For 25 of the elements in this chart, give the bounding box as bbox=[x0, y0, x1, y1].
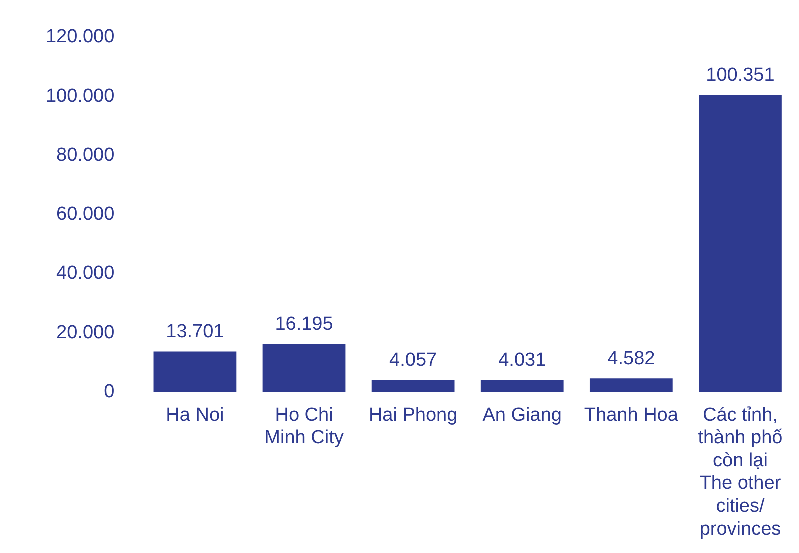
bar bbox=[699, 95, 782, 392]
data-label: 4.057 bbox=[390, 350, 438, 371]
y-tick-label: 0 bbox=[104, 381, 115, 402]
data-label: 100.351 bbox=[706, 65, 775, 86]
y-tick-label: 120.000 bbox=[46, 26, 115, 48]
x-tick-label: An Giang bbox=[482, 404, 562, 426]
bar bbox=[590, 378, 673, 392]
x-tick-label: Thanh Hoa bbox=[584, 404, 679, 426]
bar bbox=[154, 352, 237, 392]
data-label: 4.582 bbox=[608, 348, 656, 370]
y-tick-label: 20.000 bbox=[56, 322, 115, 344]
bar bbox=[480, 380, 564, 392]
data-label: 4.031 bbox=[498, 350, 546, 372]
y-tick-label: 40.000 bbox=[56, 263, 115, 284]
bar bbox=[372, 380, 455, 392]
x-tick-label: Ho Chi Minh City bbox=[264, 404, 344, 449]
x-tick-label: Hai Phong bbox=[368, 404, 458, 426]
x-tick-label: Các tỉnh, thành phố còn lại The other cities/ provinces bbox=[698, 404, 784, 540]
x-tick-label: Ha Noi bbox=[166, 404, 224, 426]
y-tick-label: 80.000 bbox=[56, 144, 115, 166]
y-tick-label: 60.000 bbox=[56, 204, 115, 226]
y-tick-label: 100.000 bbox=[46, 86, 115, 107]
data-label: 16.195 bbox=[275, 314, 334, 336]
bar bbox=[262, 344, 346, 392]
data-label: 13.701 bbox=[166, 321, 224, 342]
